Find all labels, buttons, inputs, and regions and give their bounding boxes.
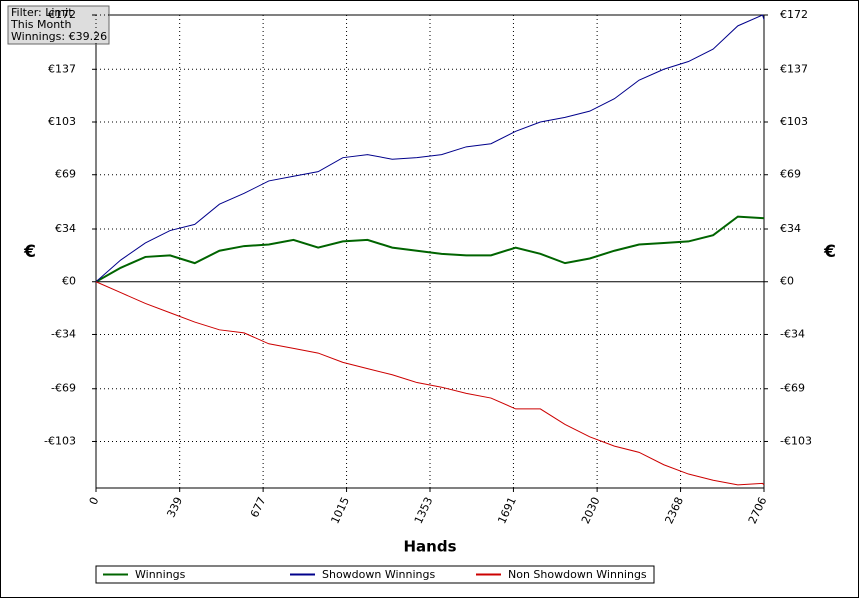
y-tick-label: €34 [55, 222, 76, 235]
y-tick-label-right: €137 [780, 62, 808, 75]
y-tick-label: -€69 [51, 382, 76, 395]
y-tick-label: €172 [48, 8, 76, 21]
y-axis-label: € [23, 242, 36, 262]
legend-label: Non Showdown Winnings [508, 568, 647, 581]
y-tick-label-right: €34 [780, 222, 801, 235]
legend-label: Showdown Winnings [322, 568, 436, 581]
y-tick-label-right: -€69 [780, 382, 805, 395]
y-axis-label-right: € [823, 242, 836, 262]
y-tick-label-right: -€34 [780, 327, 805, 340]
y-tick-label: -€103 [44, 434, 76, 447]
x-axis-label: Hands [403, 538, 456, 556]
y-tick-label-right: €172 [780, 8, 808, 21]
legend [95, 565, 655, 584]
info-box [7, 5, 110, 45]
y-tick-label-right: -€103 [780, 434, 812, 447]
y-tick-label: -€34 [51, 327, 76, 340]
y-tick-label: €0 [62, 275, 76, 288]
y-tick-label: €103 [48, 115, 76, 128]
x-tick-label: 0 [87, 495, 102, 507]
info-text: Winnings: €39.26 [11, 30, 107, 43]
y-tick-label-right: €69 [780, 168, 801, 181]
series-line [95, 281, 765, 486]
y-tick-label-right: €0 [780, 275, 794, 288]
legend-label: Winnings [135, 568, 186, 581]
y-tick-label-right: €103 [780, 115, 808, 128]
series-line [95, 14, 765, 283]
y-tick-label: €69 [55, 168, 76, 181]
info-text: Filter: Limit [11, 6, 73, 19]
y-tick-label: €137 [48, 62, 76, 75]
info-text: This Month [10, 18, 71, 31]
series-line [95, 215, 764, 283]
